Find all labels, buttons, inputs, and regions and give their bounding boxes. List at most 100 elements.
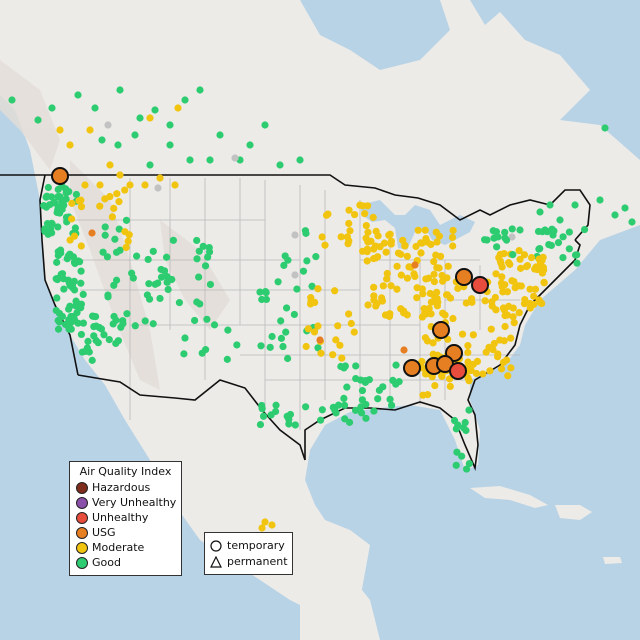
station-good[interactable] (48, 229, 56, 237)
station-good[interactable] (224, 326, 232, 334)
station-good[interactable] (54, 251, 62, 260)
station-good[interactable] (116, 246, 124, 254)
station-moderate[interactable] (345, 310, 353, 318)
station-good[interactable] (146, 161, 154, 169)
station-moderate[interactable] (535, 255, 543, 263)
station-moderate[interactable] (397, 271, 405, 279)
station-moderate[interactable] (523, 262, 532, 270)
station-good[interactable] (160, 267, 169, 275)
station-good[interactable] (105, 336, 113, 344)
station-good[interactable] (628, 218, 636, 226)
station-moderate[interactable] (469, 331, 477, 339)
station-good[interactable] (216, 131, 224, 139)
station-moderate[interactable] (495, 254, 503, 262)
station-good[interactable] (180, 350, 188, 358)
station-moderate[interactable] (419, 391, 427, 399)
station-moderate[interactable] (359, 202, 367, 210)
station-good[interactable] (596, 196, 604, 204)
station-good[interactable] (343, 383, 351, 391)
station-good[interactable] (133, 252, 141, 260)
station-good[interactable] (233, 341, 241, 349)
station-good[interactable] (452, 425, 460, 433)
station-moderate[interactable] (448, 233, 457, 242)
station-good[interactable] (136, 114, 144, 122)
station-moderate[interactable] (364, 228, 372, 236)
station-good[interactable] (92, 312, 100, 321)
station-good[interactable] (8, 96, 16, 104)
station-good[interactable] (317, 416, 325, 424)
station-good[interactable] (72, 190, 81, 199)
station-moderate[interactable] (362, 247, 371, 255)
station-good[interactable] (210, 321, 219, 329)
station-good[interactable] (206, 280, 215, 289)
station-good[interactable] (193, 255, 201, 263)
station-moderate[interactable] (302, 342, 310, 351)
station-good[interactable] (206, 156, 214, 164)
station-good[interactable] (573, 259, 581, 267)
station-good[interactable] (53, 275, 62, 284)
station-moderate[interactable] (68, 215, 76, 223)
station-good[interactable] (55, 193, 63, 201)
station-good[interactable] (196, 86, 204, 94)
station-moderate[interactable] (449, 314, 457, 323)
station-moderate[interactable] (517, 264, 525, 272)
station-good[interactable] (280, 261, 288, 270)
station-good[interactable] (54, 325, 63, 333)
station-moderate[interactable] (505, 259, 513, 267)
station-good[interactable] (47, 193, 56, 201)
station-moderate[interactable] (66, 236, 74, 244)
station-good[interactable] (66, 281, 74, 290)
station-moderate[interactable] (439, 277, 447, 285)
station-good[interactable] (74, 319, 82, 327)
station-good[interactable] (282, 328, 290, 336)
station-good[interactable] (580, 225, 589, 234)
station-moderate[interactable] (533, 265, 541, 274)
station-moderate[interactable] (527, 253, 536, 262)
station-good[interactable] (299, 267, 308, 275)
station-good[interactable] (104, 291, 112, 299)
station-moderate[interactable] (379, 282, 387, 290)
station-good[interactable] (223, 355, 231, 363)
station-good[interactable] (175, 299, 184, 307)
station-no-data[interactable] (291, 271, 299, 279)
station-good[interactable] (122, 216, 131, 224)
station-good[interactable] (465, 460, 473, 468)
station-good[interactable] (149, 247, 157, 255)
station-good[interactable] (258, 295, 266, 304)
station-good[interactable] (571, 201, 579, 209)
station-good[interactable] (198, 349, 206, 357)
station-good[interactable] (340, 401, 349, 409)
station-good[interactable] (144, 255, 152, 264)
station-good[interactable] (141, 317, 149, 325)
station-moderate[interactable] (370, 255, 378, 263)
station-moderate[interactable] (338, 354, 346, 362)
station-good[interactable] (44, 183, 52, 192)
station-no-data[interactable] (231, 154, 239, 162)
station-good[interactable] (203, 315, 211, 323)
station-moderate[interactable] (81, 181, 89, 189)
station-good[interactable] (509, 251, 517, 259)
station-good[interactable] (258, 401, 266, 410)
station-moderate[interactable] (337, 233, 345, 241)
station-moderate[interactable] (464, 342, 472, 350)
station-moderate[interactable] (430, 277, 439, 286)
station-moderate[interactable] (439, 309, 447, 317)
station-moderate[interactable] (497, 259, 505, 267)
station-good[interactable] (565, 245, 573, 253)
station-moderate[interactable] (430, 257, 438, 266)
station-moderate[interactable] (336, 341, 344, 349)
station-good[interactable] (508, 225, 516, 233)
station-good[interactable] (145, 295, 154, 303)
station-good[interactable] (123, 310, 131, 318)
station-moderate[interactable] (403, 311, 411, 319)
station-good[interactable] (516, 226, 524, 234)
station-moderate[interactable] (433, 302, 441, 310)
station-moderate[interactable] (492, 270, 500, 278)
station-moderate[interactable] (258, 524, 266, 532)
station-moderate[interactable] (393, 285, 401, 293)
station-good[interactable] (84, 337, 92, 345)
station-good[interactable] (54, 223, 62, 231)
station-good[interactable] (282, 304, 291, 312)
station-good[interactable] (60, 285, 68, 293)
station-good[interactable] (115, 225, 123, 233)
